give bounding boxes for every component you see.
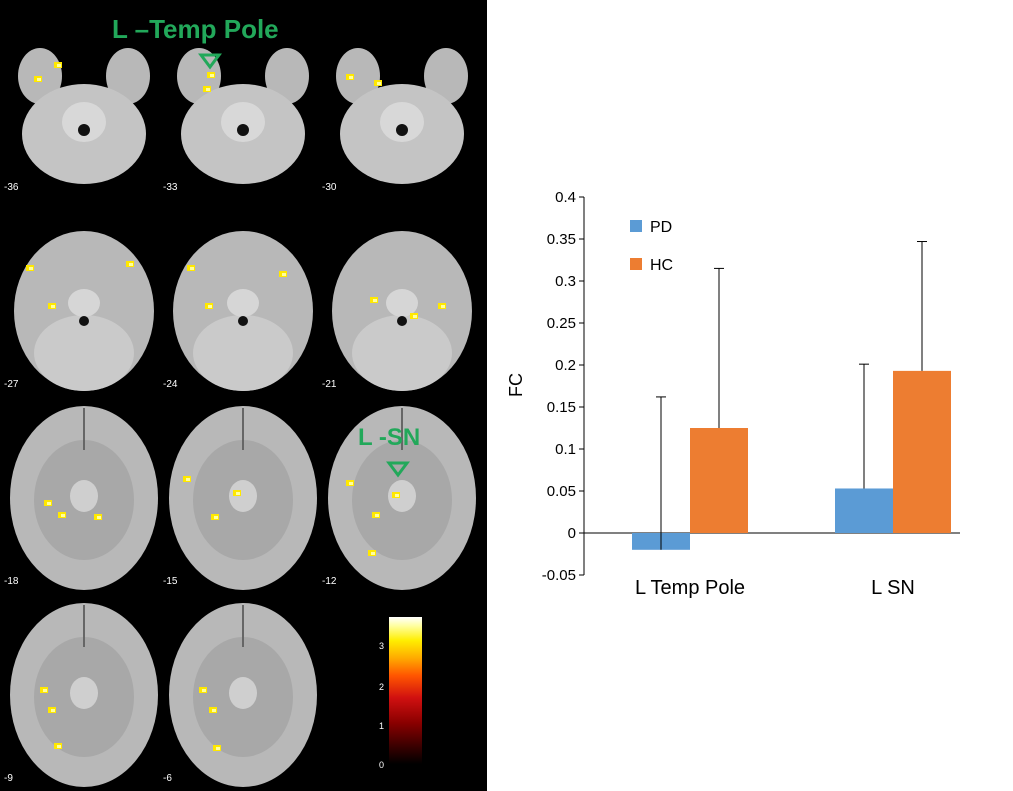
legend-swatch-pd [630, 220, 642, 232]
slice-z-label: -24 [163, 379, 178, 390]
colorbar [389, 617, 422, 764]
arrow-down-icon [386, 461, 410, 478]
slice-z-label: -21 [322, 379, 337, 390]
y-tick-label: 0.35 [547, 231, 576, 248]
brain-slice-zm15: -15 [163, 400, 323, 596]
legend-label: PD [650, 219, 672, 236]
brain-slice-zm18: -18 [4, 400, 164, 596]
slice-z-label: -30 [322, 182, 337, 193]
colorbar-tick-label: 2 [379, 682, 385, 692]
arrow-down-icon [198, 53, 222, 70]
slice-z-label: -6 [163, 773, 172, 784]
colorbar-tick-label: 0 [379, 760, 385, 770]
brain-slice-image [10, 603, 158, 787]
brain-slice-zm27: -27 [4, 203, 164, 399]
brain-slice-image [14, 231, 154, 391]
slice-z-label: -33 [163, 182, 178, 193]
bar-hc-0 [690, 428, 748, 533]
brain-slice-image [18, 48, 150, 184]
brain-slice-zm36: -36 [4, 6, 164, 202]
brain-slice-zm30: -30 [322, 6, 482, 202]
legend-swatch-hc [630, 258, 642, 270]
brain-slice-image [173, 231, 313, 391]
slice-z-label: -36 [4, 182, 19, 193]
y-tick-label: 0.05 [547, 483, 576, 500]
y-tick-label: 0.15 [547, 399, 576, 416]
y-tick-label: -0.05 [542, 567, 576, 584]
x-category-label: L SN [871, 577, 915, 599]
brain-slices-panel: -36 -33 -30 -27 -24 -21 -18 -15 -12 -9 -6 L –Temp P… [0, 0, 487, 791]
y-tick-label: 0.4 [555, 189, 576, 206]
brain-slice-zm33: -33 [163, 6, 323, 202]
brain-slice-image [169, 603, 317, 787]
bar-hc-1 [893, 370, 951, 533]
y-tick-label: 0.25 [547, 315, 576, 332]
brain-slice-image [336, 48, 468, 184]
brain-slice-image [10, 406, 158, 590]
legend-label: HC [650, 257, 673, 274]
annotation-sn: L -SN [358, 424, 421, 451]
brain-slice-zm9: -9 [4, 597, 164, 791]
y-tick-label: 0.3 [555, 273, 576, 290]
slice-z-label: -15 [163, 576, 178, 587]
x-category-label: L Temp Pole [635, 577, 745, 599]
brain-slice-image [328, 406, 476, 590]
slice-z-label: -18 [4, 576, 19, 587]
brain-slice-zm24: -24 [163, 203, 323, 399]
brain-slice-zm12: -12 [322, 400, 482, 596]
y-tick-label: 0.2 [555, 357, 576, 374]
y-tick-label: 0 [568, 525, 576, 542]
brain-slice-image [169, 406, 317, 590]
brain-slice-zm21: -21 [322, 203, 482, 399]
slice-z-label: -9 [4, 773, 13, 784]
fc-bar-chart: 0.4 0.35 0.3 0.25 0.2 0.15 0.1 0.05 0 -0.05 FC L Te… [506, 189, 960, 599]
brain-slice-image [332, 231, 472, 391]
slice-z-label: -12 [322, 576, 337, 587]
bar-pd-1 [835, 488, 893, 533]
y-tick-label: 0.1 [555, 441, 576, 458]
annotation-temp-pole: L –Temp Pole [112, 14, 279, 44]
slice-z-label: -27 [4, 379, 19, 390]
colorbar-tick-label: 3 [379, 641, 385, 651]
colorbar-tick-label: 1 [379, 721, 385, 731]
brain-slice-zm6: -6 [163, 597, 323, 791]
y-axis-label: FC [506, 373, 526, 397]
brain-slice-image [177, 48, 309, 184]
